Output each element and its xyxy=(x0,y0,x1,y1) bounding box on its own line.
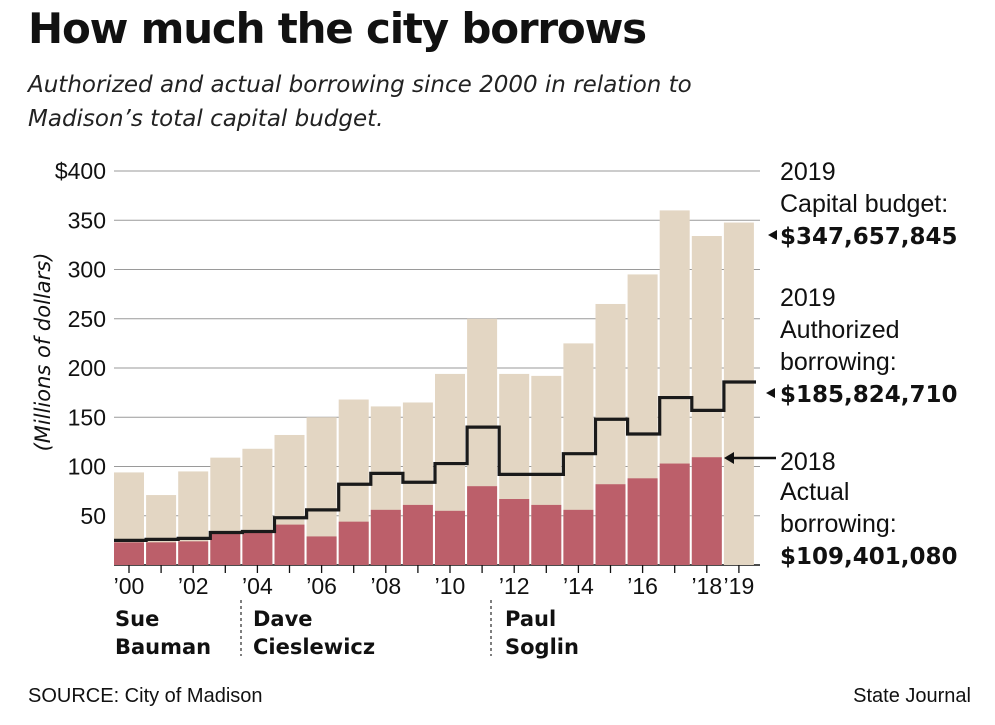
x-tick-label: ’06 xyxy=(306,573,337,599)
actual-borrowing-bar xyxy=(467,486,498,565)
actual-borrowing-bar xyxy=(338,521,369,565)
annotation-authorized-year: 2019 xyxy=(780,284,836,312)
x-tick-label: ’02 xyxy=(178,573,209,599)
mayor-last-name: Cieslewicz xyxy=(253,635,375,659)
actual-borrowing-bar xyxy=(242,532,273,565)
x-tick-label: ’00 xyxy=(114,573,145,599)
annotation-capital-budget: 2019 Capital budget: $347,657,845 xyxy=(768,158,958,250)
y-axis-tick-labels: 50 100 150 200 250 300 350 $400 xyxy=(55,158,106,529)
annotation-actual-value: $109,401,080 xyxy=(780,544,958,570)
y-tick-label: $400 xyxy=(55,158,106,184)
actual-borrowing-bar xyxy=(370,509,401,565)
y-tick-label: 150 xyxy=(68,404,106,430)
y-tick-label: 250 xyxy=(68,306,106,332)
actual-borrowing-bar xyxy=(627,478,658,565)
y-tick-label: 350 xyxy=(68,207,106,233)
actual-borrowing-bar xyxy=(146,542,177,565)
annotation-capital-year: 2019 xyxy=(780,158,836,186)
y-tick-label: 50 xyxy=(80,503,106,529)
x-tick-label: ’12 xyxy=(499,573,530,599)
x-tick-label: ’16 xyxy=(627,573,658,599)
actual-borrowing-bar xyxy=(306,536,337,565)
actual-borrowing-bar xyxy=(114,542,144,565)
actual-borrowing-bar xyxy=(531,504,562,565)
x-tick-label: ’18 xyxy=(691,573,722,599)
actual-borrowing-bar xyxy=(659,463,690,565)
y-axis-title: (Millions of dollars) xyxy=(31,253,55,452)
mayor-last-name: Soglin xyxy=(505,635,579,659)
annotation-actual-year: 2018 xyxy=(780,448,836,476)
annotation-actual-borrowing: 2018 Actual borrowing: $109,401,080 xyxy=(724,448,958,570)
capital-budget-bar xyxy=(723,222,754,565)
arrow-head-icon xyxy=(724,452,734,464)
mayor-first-name: Dave xyxy=(253,607,313,631)
annotation-actual-label-2: borrowing: xyxy=(780,510,897,538)
capital-budget-bars xyxy=(114,210,754,565)
arrow-head-icon xyxy=(768,230,777,240)
arrow-head-icon xyxy=(766,388,775,398)
actual-borrowing-bars xyxy=(114,457,722,565)
annotation-capital-value: $347,657,845 xyxy=(780,224,958,250)
annotation-authorized-value: $185,824,710 xyxy=(780,382,958,408)
mayor-terms: Sue Bauman Dave Cieslewicz Paul Soglin xyxy=(115,600,579,659)
chart-title: How much the city borrows xyxy=(28,4,647,53)
x-axis-tick-labels: ’00 ’02 ’04 ’06 ’08 ’10 ’12 ’14 ’16 ’18’19 xyxy=(114,573,755,599)
actual-borrowing-bar xyxy=(499,499,530,565)
annotation-authorized-label: Authorized xyxy=(780,316,900,344)
y-tick-label: 100 xyxy=(68,454,106,480)
x-tick-label: ’08 xyxy=(370,573,401,599)
x-tick-label: ’14 xyxy=(563,573,594,599)
actual-borrowing-bar xyxy=(210,533,241,565)
x-tick-label: ’19 xyxy=(724,573,755,599)
y-tick-label: 200 xyxy=(68,355,106,381)
actual-borrowing-bar xyxy=(595,484,626,565)
annotation-capital-label: Capital budget: xyxy=(780,190,948,218)
y-tick-label: 300 xyxy=(68,257,106,283)
annotation-authorized-borrowing: 2019 Authorized borrowing: $185,824,710 xyxy=(766,284,958,408)
annotation-actual-label: Actual xyxy=(780,478,849,506)
x-tick-label: ’10 xyxy=(435,573,466,599)
actual-borrowing-bar xyxy=(402,504,433,565)
source-note: SOURCE: City of Madison xyxy=(28,685,263,707)
actual-borrowing-bar xyxy=(274,524,305,565)
actual-borrowing-bar xyxy=(178,541,209,565)
mayor-last-name: Bauman xyxy=(115,635,211,659)
actual-borrowing-bar xyxy=(563,509,594,565)
authorized-borrowing-line xyxy=(114,380,756,542)
mayor-first-name: Paul xyxy=(505,607,556,631)
credit-note: State Journal xyxy=(853,685,971,707)
chart-subtitle: Authorized and actual borrowing since 20… xyxy=(28,72,692,132)
actual-borrowing-bar xyxy=(691,457,722,565)
mayor-first-name: Sue xyxy=(115,607,159,631)
x-tick-label: ’04 xyxy=(242,573,273,599)
x-axis-tick-marks xyxy=(128,565,740,573)
actual-borrowing-bar xyxy=(435,510,465,565)
annotation-authorized-label-2: borrowing: xyxy=(780,348,897,376)
